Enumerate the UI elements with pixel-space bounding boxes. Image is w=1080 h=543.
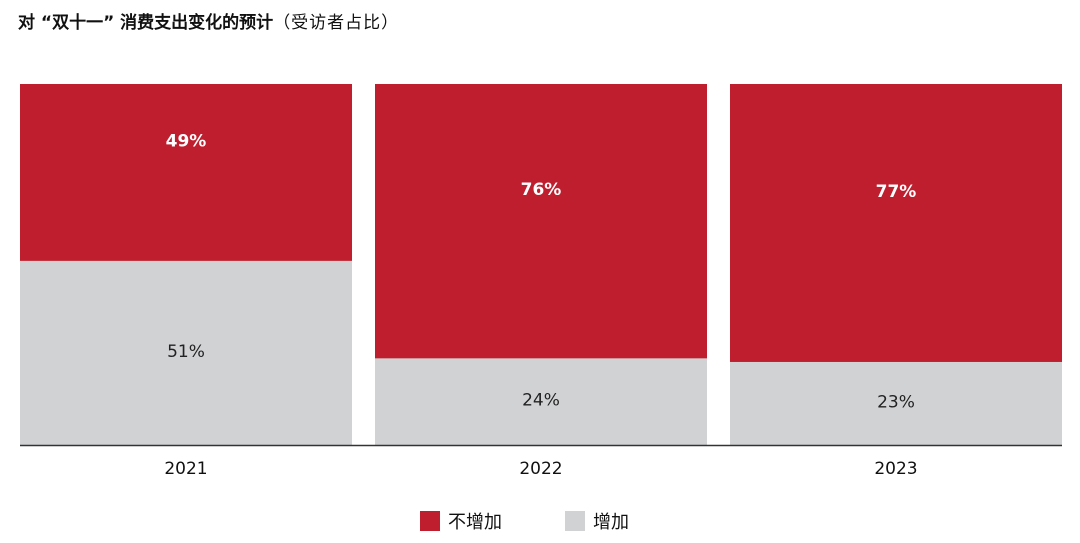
data-label-not-increase-2021: 49% [166, 131, 207, 151]
stacked-bar-chart: 49% 51% 2021 76% 24% 2022 77% 23% 2023 [20, 84, 1062, 479]
x-tick-label-2021: 2021 [164, 459, 207, 479]
chart-title-sub: （受访者占比） [273, 13, 400, 33]
chart-title-main: 对 “双十一” 消费支出变化的预计 [18, 13, 274, 33]
x-tick-label-2023: 2023 [874, 459, 917, 479]
bar-not-increase-2021 [20, 84, 352, 261]
legend-item-not-increase: 不增加 [420, 508, 502, 534]
bar-not-increase-2023 [730, 84, 1062, 362]
bar-increase-2023 [730, 361, 1062, 445]
data-label-not-increase-2023: 77% [876, 182, 917, 202]
chart-title: 对 “双十一” 消费支出变化的预计（受访者占比） [18, 8, 399, 33]
legend: 不增加 增加 [0, 508, 1080, 536]
bar-increase-2022 [375, 358, 707, 445]
data-label-increase-2023: 23% [877, 392, 915, 412]
data-label-not-increase-2022: 76% [521, 180, 562, 200]
bar-increase-2021 [20, 260, 352, 445]
data-label-increase-2022: 24% [522, 391, 560, 411]
x-tick-label-2022: 2022 [519, 459, 562, 479]
legend-label-increase: 增加 [593, 512, 629, 533]
data-label-increase-2021: 51% [167, 342, 205, 362]
legend-item-increase: 增加 [565, 508, 629, 534]
bar-not-increase-2022 [375, 84, 707, 359]
legend-swatch-increase [565, 511, 585, 531]
legend-swatch-not-increase [420, 511, 440, 531]
legend-label-not-increase: 不增加 [448, 512, 502, 533]
